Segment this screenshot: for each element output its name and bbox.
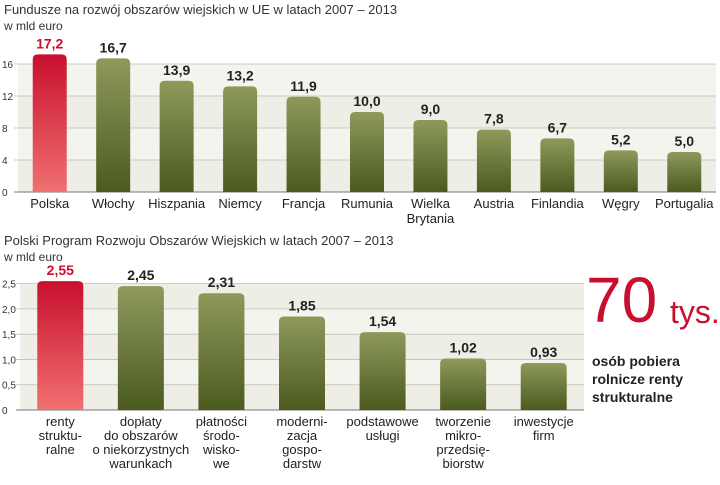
y-tick-label: 1,0 xyxy=(2,355,16,366)
chart-title: Fundusze na rozwój obszarów wiejskich w … xyxy=(4,2,398,17)
x-tick-label: moderni-zacja gospo-darstw xyxy=(276,414,327,471)
x-tick-label: Polska xyxy=(30,196,70,211)
bar xyxy=(32,54,67,193)
data-label: 13,2 xyxy=(226,67,253,83)
bar xyxy=(223,86,258,192)
data-label: 16,7 xyxy=(100,39,127,55)
chart-title: Polski Program Rozwoju Obszarów Wiejskic… xyxy=(4,233,394,248)
bar xyxy=(440,358,487,410)
chart-polish-rural-program: Polski Program Rozwoju Obszarów Wiejskic… xyxy=(0,228,590,485)
data-label: 7,8 xyxy=(484,111,504,127)
data-label: 1,02 xyxy=(450,339,477,355)
bar xyxy=(96,58,131,193)
y-tick-label: 0,5 xyxy=(2,381,16,392)
data-label: 1,54 xyxy=(369,313,396,329)
bar xyxy=(476,129,511,192)
x-tick-label: Austria xyxy=(474,196,515,211)
x-tick-label: Niemcy xyxy=(218,196,262,211)
x-tick-label: Wielka Brytania xyxy=(407,196,455,226)
x-tick-label: Portugalia xyxy=(655,196,714,211)
data-label: 10,0 xyxy=(353,93,380,109)
y-tick-label: 16 xyxy=(2,60,14,71)
bar xyxy=(350,112,384,192)
x-tick-label: Hiszpania xyxy=(148,196,206,211)
y-tick-label: 2,0 xyxy=(2,305,16,316)
bar xyxy=(37,281,84,410)
callout-text: osób pobiera rolnicze renty strukturalne xyxy=(592,353,684,405)
chart-eu-rural-funds: Fundusze na rozwój obszarów wiejskich w … xyxy=(0,0,720,233)
data-label: 11,9 xyxy=(290,78,317,94)
callout-number: 70 xyxy=(586,264,658,336)
x-tick-label: Francja xyxy=(282,196,326,211)
data-label: 13,9 xyxy=(163,62,190,78)
callout-unit: tys. xyxy=(670,294,720,330)
bar xyxy=(279,316,325,410)
y-axis-unit-label: w mld euro xyxy=(4,250,63,264)
x-tick-label: dopłaty do obszarów o niekorzystnych warunk… xyxy=(92,414,189,471)
x-tick-label: tworzenie mikro-przedsię-biorstw xyxy=(435,414,491,471)
x-tick-label: Węgry xyxy=(602,196,640,211)
data-label: 2,55 xyxy=(47,262,74,278)
x-tick-label: płatności środo-wisko-we xyxy=(196,414,247,471)
y-tick-label: 1,5 xyxy=(2,330,16,341)
x-tick-label: inwestycje firm xyxy=(514,414,574,443)
data-label: 2,31 xyxy=(208,274,235,290)
y-tick-label: 8 xyxy=(2,124,8,135)
bar xyxy=(540,138,575,192)
y-axis-unit-label: w mld euro xyxy=(4,19,63,33)
bar xyxy=(117,286,164,410)
bar xyxy=(198,293,245,410)
data-label: 0,93 xyxy=(530,344,557,360)
y-tick-label: 12 xyxy=(2,92,14,103)
x-tick-label: podstawowe usługi xyxy=(346,414,418,443)
bar xyxy=(159,80,194,192)
grid-band xyxy=(18,64,716,96)
data-label: 1,85 xyxy=(288,297,315,313)
bar-chart-plot: 0 0,5 1,0 1,5 2,0 2,5 2,55 renty struktu-ralne 2,… xyxy=(2,262,584,471)
data-label: 5,2 xyxy=(611,131,631,147)
data-label: 2,45 xyxy=(127,267,154,283)
bar xyxy=(286,96,321,192)
bar xyxy=(359,332,406,410)
bar xyxy=(603,150,638,192)
data-label: 9,0 xyxy=(421,101,441,117)
data-label: 17,2 xyxy=(36,35,63,51)
x-tick-label: Włochy xyxy=(92,196,135,211)
y-tick-label: 0 xyxy=(2,188,8,199)
y-tick-label: 4 xyxy=(2,156,8,167)
data-label: 6,7 xyxy=(548,119,568,135)
bar xyxy=(413,120,448,192)
bar xyxy=(667,152,702,192)
x-tick-label: Finlandia xyxy=(531,196,585,211)
grid-band xyxy=(20,283,584,309)
bar xyxy=(520,362,567,410)
x-tick-label: renty struktu-ralne xyxy=(39,414,82,457)
y-tick-label: 0 xyxy=(2,406,8,417)
bar-chart-plot: 0 4 8 12 16 17,2 Polska 16,7 Włochy 13,9 Hiszpania… xyxy=(2,35,716,226)
x-tick-label: Rumunia xyxy=(341,196,394,211)
y-tick-label: 2,5 xyxy=(2,280,16,291)
data-label: 5,0 xyxy=(675,133,695,149)
